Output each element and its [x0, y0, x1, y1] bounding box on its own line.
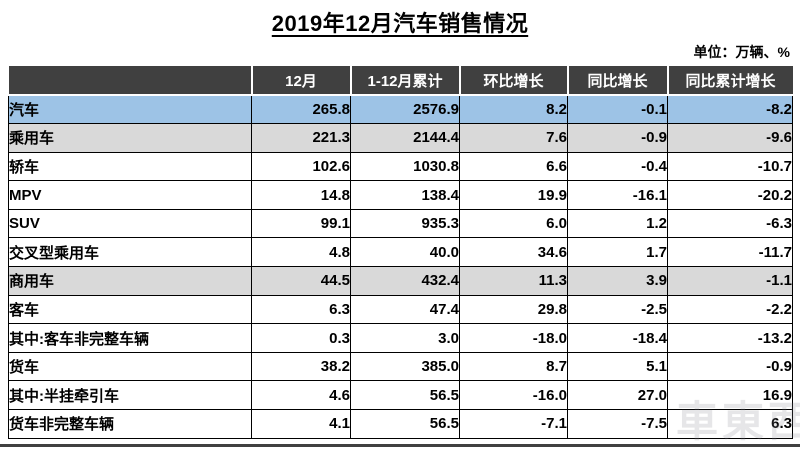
table-cell: 27.0 [567, 380, 668, 411]
table-cell: -0.9 [567, 123, 668, 153]
table-cell: 44.5 [251, 266, 351, 296]
table-cell: 5.1 [567, 351, 668, 382]
table-row: 乘用车 221.3 2144.4 7.6 -0.9 -9.6 [8, 123, 793, 153]
sales-table: 12月 1-12月累计 环比增长 同比增长 同比累计增长 汽车 265.8 25… [8, 66, 793, 439]
table-cell: -1.1 [667, 266, 793, 296]
table-cell: 99.1 [251, 208, 351, 239]
column-header-yoy-growth: 同比增长 [566, 66, 668, 96]
table-row: MPV 14.8 138.4 19.9 -16.1 -20.2 [8, 180, 793, 210]
table-cell: -20.2 [667, 180, 793, 210]
table-cell: 1.7 [567, 237, 668, 268]
column-header-mom-growth: 环比增长 [458, 66, 568, 96]
table-cell: -10.7 [667, 151, 793, 182]
table-row: 汽车 265.8 2576.9 8.2 -0.1 -8.2 [8, 94, 793, 125]
table-cell: 1.2 [567, 208, 668, 239]
row-label: SUV [8, 208, 252, 239]
table-cell: 4.6 [251, 380, 351, 411]
table-row: 商用车 44.5 432.4 11.3 3.9 -1.1 [8, 266, 793, 296]
row-label: MPV [8, 180, 252, 210]
table-cell: 6.3 [251, 294, 351, 325]
table-cell: 56.5 [350, 409, 460, 439]
table-cell: 3.0 [350, 323, 460, 353]
table-cell: -16.0 [459, 380, 568, 411]
table-cell: -18.0 [459, 323, 568, 353]
column-header-category [8, 66, 252, 96]
table-cell: 8.2 [459, 94, 568, 125]
table-cell: 4.1 [251, 409, 351, 439]
table-cell: 11.3 [459, 266, 568, 296]
table-cell: -6.3 [667, 208, 793, 239]
table-cell: 56.5 [350, 380, 460, 411]
table-row: 客车 6.3 47.4 29.8 -2.5 -2.2 [8, 294, 793, 325]
row-label: 轿车 [8, 151, 252, 182]
table-cell: -16.1 [567, 180, 668, 210]
table-cell: -2.5 [567, 294, 668, 325]
table-cell: -8.2 [667, 94, 793, 125]
row-label: 商用车 [8, 266, 252, 296]
row-label: 乘用车 [8, 123, 252, 153]
table-cell: -9.6 [667, 123, 793, 153]
table-row: 其中:半挂牵引车 4.6 56.5 -16.0 27.0 16.9 [8, 380, 793, 411]
row-label: 货车 [8, 351, 252, 382]
row-label: 汽车 [8, 94, 252, 125]
table-cell: -0.9 [667, 351, 793, 382]
table-cell: -0.4 [567, 151, 668, 182]
table-cell: 935.3 [350, 208, 460, 239]
table-body: 汽车 265.8 2576.9 8.2 -0.1 -8.2 乘用车 221.3 … [8, 94, 793, 439]
table-cell: 38.2 [251, 351, 351, 382]
table-cell: -11.7 [667, 237, 793, 268]
table-cell: -0.1 [567, 94, 668, 125]
table-row: 轿车 102.6 1030.8 6.6 -0.4 -10.7 [8, 151, 793, 182]
table-cell: -13.2 [667, 323, 793, 353]
table-cell: 138.4 [350, 180, 460, 210]
table-cell: 34.6 [459, 237, 568, 268]
table-cell: -7.5 [567, 409, 668, 439]
page-title: 2019年12月汽车销售情况 [271, 11, 529, 36]
row-label: 其中:半挂牵引车 [8, 380, 252, 411]
table-cell: 6.6 [459, 151, 568, 182]
column-header-ytd: 1-12月累计 [349, 66, 460, 96]
table-header-row: 12月 1-12月累计 环比增长 同比增长 同比累计增长 [8, 66, 793, 96]
row-label: 交叉型乘用车 [8, 237, 252, 268]
table-cell: 40.0 [350, 237, 460, 268]
table-cell: 2144.4 [350, 123, 460, 153]
table-cell: 29.8 [459, 294, 568, 325]
row-label: 客车 [8, 294, 252, 325]
table-cell: 6.0 [459, 208, 568, 239]
table-row: 其中:客车非完整车辆 0.3 3.0 -18.0 -18.4 -13.2 [8, 323, 793, 353]
table-cell: 8.7 [459, 351, 568, 382]
table-cell: 1030.8 [350, 151, 460, 182]
table-cell: 2576.9 [350, 94, 460, 125]
table-cell: 4.8 [251, 237, 351, 268]
table-cell: 14.8 [251, 180, 351, 210]
table-cell: 102.6 [251, 151, 351, 182]
table-cell: 432.4 [350, 266, 460, 296]
table-row: SUV 99.1 935.3 6.0 1.2 -6.3 [8, 208, 793, 239]
table-header: 12月 1-12月累计 环比增长 同比增长 同比累计增长 [8, 66, 793, 96]
table-cell: 19.9 [459, 180, 568, 210]
footer-divider-line [0, 444, 800, 447]
table-cell: -2.2 [667, 294, 793, 325]
table-cell: 265.8 [251, 94, 351, 125]
column-header-december: 12月 [250, 66, 351, 96]
column-header-yoy-ytd-growth: 同比累计增长 [666, 66, 793, 96]
table-row: 货车非完整车辆 4.1 56.5 -7.1 -7.5 6.3 [8, 409, 793, 439]
table-cell: 7.6 [459, 123, 568, 153]
table-cell: 385.0 [350, 351, 460, 382]
table-row: 交叉型乘用车 4.8 40.0 34.6 1.7 -11.7 [8, 237, 793, 268]
table-cell: 3.9 [567, 266, 668, 296]
table-row: 货车 38.2 385.0 8.7 5.1 -0.9 [8, 351, 793, 382]
row-label: 货车非完整车辆 [8, 409, 252, 439]
row-label: 其中:客车非完整车辆 [8, 323, 252, 353]
table-cell: -7.1 [459, 409, 568, 439]
table-cell: -18.4 [567, 323, 668, 353]
table-cell: 6.3 [667, 409, 793, 439]
table-cell: 16.9 [667, 380, 793, 411]
table-cell: 0.3 [251, 323, 351, 353]
table-cell: 221.3 [251, 123, 351, 153]
table-cell: 47.4 [350, 294, 460, 325]
unit-label: 单位：万辆、% [693, 44, 790, 60]
